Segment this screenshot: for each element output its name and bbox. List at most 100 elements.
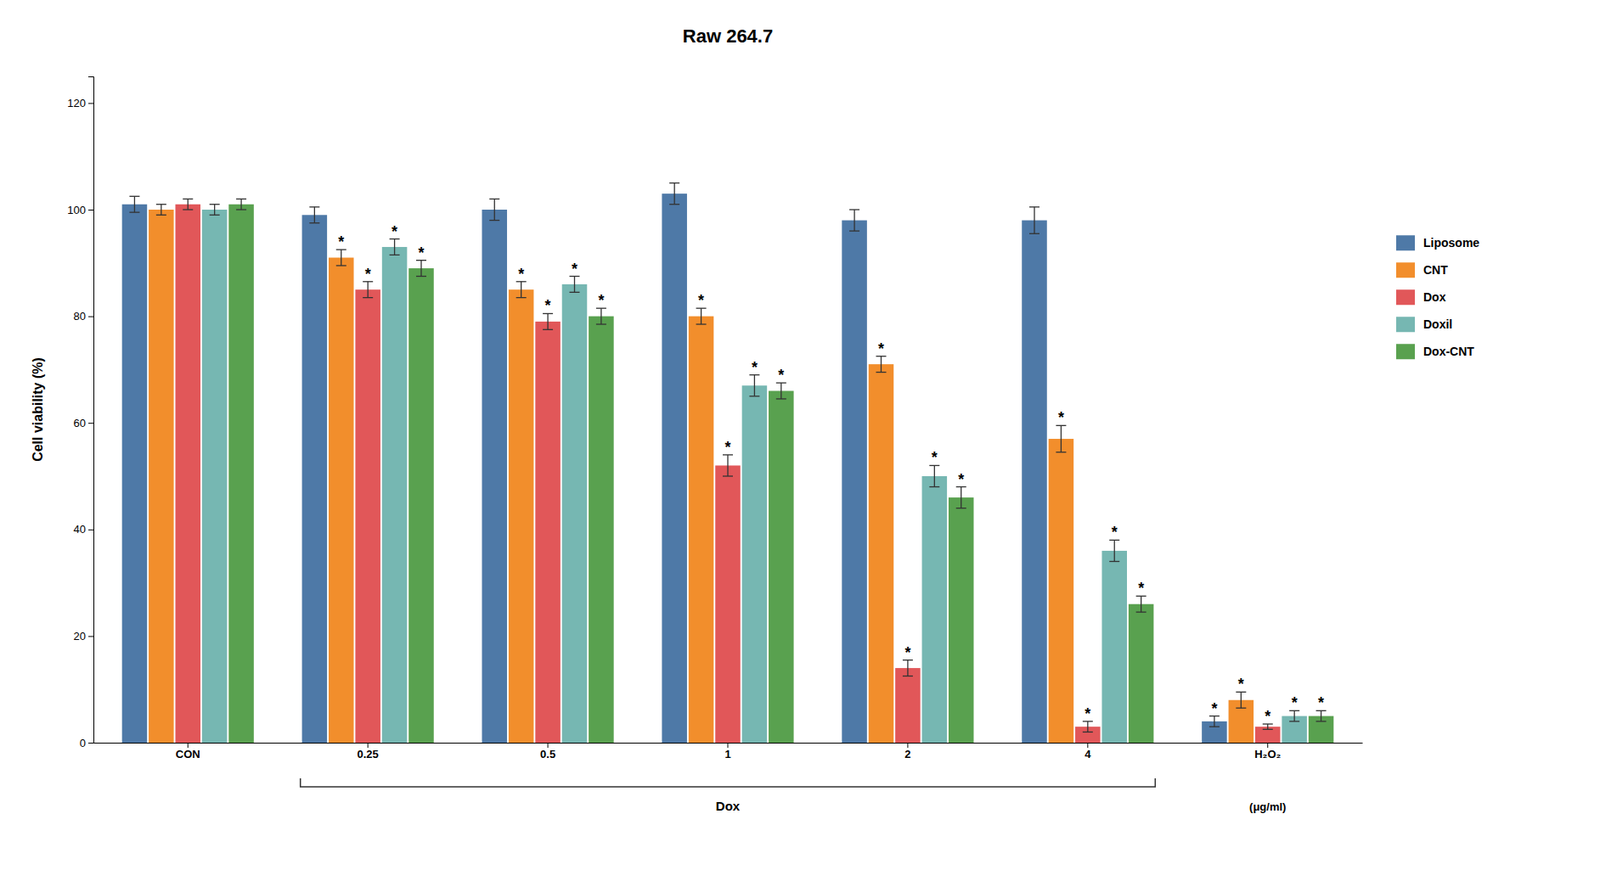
error-bar-cap <box>1029 233 1040 235</box>
legend: LiposomeCNTDoxDoxilDox-CNT <box>1396 235 1480 360</box>
error-bar-cap <box>929 486 940 488</box>
error-bar-cap <box>849 230 860 231</box>
bracket <box>300 778 1156 788</box>
error-bar-cap <box>182 198 193 200</box>
tick-label: H₂O₂ <box>1254 748 1281 761</box>
bar <box>482 209 508 744</box>
tick-mark <box>907 743 908 749</box>
error-bar-cap <box>1136 611 1147 613</box>
tick-label: CON <box>175 748 201 761</box>
tick-label: 20 <box>73 630 86 643</box>
tick-label: 120 <box>67 96 86 110</box>
error-bar-cap <box>1082 732 1093 733</box>
tick-mark <box>88 209 94 211</box>
legend-item: Doxil <box>1396 316 1453 333</box>
error-bar <box>929 465 940 487</box>
error-bar <box>596 308 607 325</box>
error-bar-stem <box>1320 710 1322 722</box>
error-bar-stem <box>494 198 496 220</box>
error-bar <box>416 260 427 277</box>
significance-star: * <box>597 292 604 310</box>
chart-root: *************************020406080100120… <box>0 0 1600 870</box>
error-bar-stem <box>314 207 316 224</box>
tick: 80 <box>73 309 94 323</box>
error-bar-cap <box>209 203 220 205</box>
error-bar <box>1082 721 1093 733</box>
significance-star: * <box>904 644 911 662</box>
tick-mark <box>88 529 94 531</box>
error-bar-cap <box>489 198 500 200</box>
tick: 100 <box>67 203 94 217</box>
error-bar-stem <box>600 308 602 325</box>
error-bar-cap <box>1316 721 1327 722</box>
bar <box>302 214 328 744</box>
bar <box>661 193 688 744</box>
tick-mark <box>1267 743 1268 749</box>
tick: 2 <box>904 743 911 761</box>
bar <box>122 204 148 744</box>
series <box>174 198 1280 744</box>
error-bar <box>1289 710 1300 722</box>
error-bar-stem <box>754 375 755 397</box>
tick-label: 60 <box>73 416 86 430</box>
significance-star: * <box>957 471 964 489</box>
tick-label: 40 <box>73 523 86 536</box>
tick-label: 0.5 <box>540 748 556 761</box>
error-bar-cap <box>876 371 887 373</box>
error-bar-stem <box>853 209 855 231</box>
significance-star: * <box>1318 694 1324 712</box>
tick: H₂O₂ <box>1254 743 1281 761</box>
significance-star: * <box>1111 523 1118 541</box>
bar <box>715 465 741 744</box>
error-bar <box>182 198 193 210</box>
error-bar <box>129 196 140 213</box>
bar <box>174 204 201 744</box>
axis-title: Cell viability (%) <box>30 357 46 462</box>
legend-swatch <box>1396 343 1415 360</box>
legend-swatch <box>1396 316 1415 333</box>
bar <box>895 668 921 744</box>
error-bar <box>156 204 167 216</box>
bars <box>122 183 1335 744</box>
error-bar-cap <box>129 211 140 213</box>
error-bar-stem <box>1114 540 1116 562</box>
title: Raw 264.7 <box>682 25 773 47</box>
error-bar-stem <box>934 465 936 487</box>
tick: 0.5 <box>540 743 556 761</box>
error-bar-stem <box>960 487 962 509</box>
significance-star: * <box>931 449 938 467</box>
bar <box>1101 551 1127 744</box>
tick-mark <box>367 743 369 749</box>
significance-star: * <box>365 265 372 283</box>
error-bar <box>236 198 247 210</box>
tick-mark <box>88 316 94 318</box>
axis-line <box>88 77 95 744</box>
error-bar <box>1029 207 1040 234</box>
tick: CON <box>175 743 201 761</box>
bar <box>1128 604 1155 744</box>
error-bar <box>389 239 400 256</box>
error-bar <box>1209 716 1220 728</box>
error-bar <box>1235 692 1246 709</box>
error-bar-cap <box>749 395 760 397</box>
significance-star: * <box>1238 676 1245 693</box>
error-bar <box>362 281 373 299</box>
y-axis: 020406080100120 <box>67 77 94 750</box>
plot: *************************020406080100120… <box>67 77 1363 815</box>
error-bar-cap <box>1289 721 1300 722</box>
error-bar-stem <box>134 196 136 213</box>
error-bar-stem <box>340 249 342 266</box>
error-bar <box>849 209 860 231</box>
error-bar-cap <box>236 208 247 210</box>
significance-star: * <box>1211 700 1217 718</box>
error-bar <box>1136 596 1147 613</box>
error-bar <box>309 207 320 224</box>
error-bar <box>1316 710 1327 722</box>
error-bar-cap <box>182 208 193 210</box>
bar <box>382 247 408 744</box>
tick: 120 <box>67 96 94 110</box>
significance-star: * <box>338 233 344 251</box>
error-bar-cap <box>902 676 913 677</box>
error-bar-stem <box>726 455 728 477</box>
bar <box>742 385 768 744</box>
